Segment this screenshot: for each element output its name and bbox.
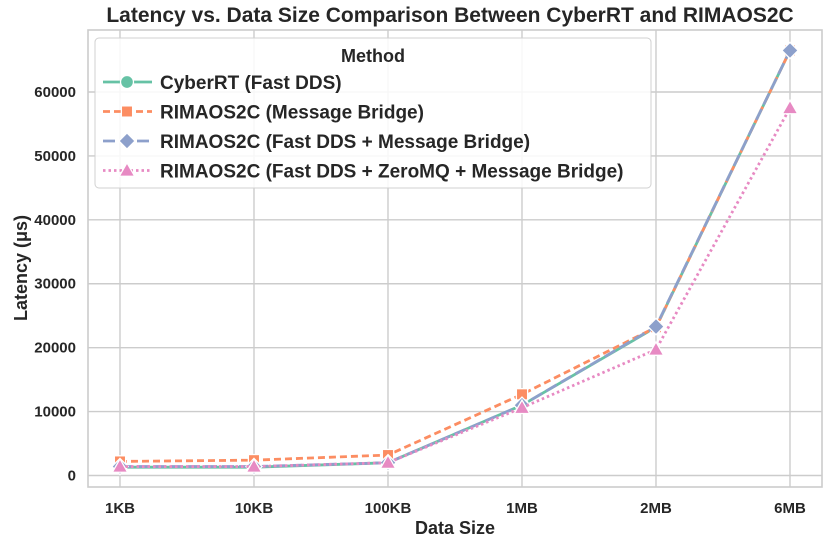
legend-label: RIMAOS2C (Message Bridge) — [160, 103, 424, 124]
legend: Method CyberRT (Fast DDS) RIMAOS2C (Messa… — [94, 37, 652, 189]
x-tick-label: 1MB — [506, 500, 538, 517]
legend-box — [94, 37, 652, 189]
data-point-triangle-marker — [111, 457, 129, 473]
series-line — [120, 107, 792, 468]
y-tick-label: 20000 — [34, 340, 76, 357]
y-tick-label: 60000 — [34, 84, 76, 101]
plot-frame — [87, 29, 823, 488]
data-point-square-marker — [120, 105, 134, 118]
legend-item: RIMAOS2C (Message Bridge) — [103, 103, 424, 124]
legend-item: RIMAOS2C (Fast DDS + ZeroMQ + Message Br… — [103, 162, 624, 183]
data-point-triangle-marker — [647, 340, 665, 356]
x-tick-label: 6MB — [774, 500, 806, 517]
legend-title: Method — [341, 46, 405, 66]
x-tick-label: 1KB — [105, 500, 135, 517]
y-tick-label: 10000 — [34, 404, 76, 421]
data-point-triangle-marker — [513, 398, 531, 415]
x-axis-label: Data Size — [415, 518, 495, 538]
legend-label: RIMAOS2C (Fast DDS + Message Bridge) — [160, 132, 530, 153]
legend-label: RIMAOS2C (Fast DDS + ZeroMQ + Message Br… — [160, 162, 624, 183]
legend-item: RIMAOS2C (Fast DDS + Message Bridge) — [103, 131, 530, 153]
legend-label: CyberRT (Fast DDS) — [160, 73, 342, 94]
data-point-diamond-marker — [117, 131, 137, 151]
y-axis-label: Latency (μs) — [11, 215, 31, 321]
y-tick-label: 30000 — [34, 276, 76, 293]
data-point-triangle-marker — [781, 99, 799, 115]
data-point-diamond-marker — [780, 41, 800, 60]
data-point-triangle-marker — [379, 453, 397, 470]
x-tick-label: 10KB — [235, 500, 274, 517]
series-layer — [110, 41, 800, 476]
legend-item: CyberRT (Fast DDS) — [103, 73, 342, 94]
y-tick-label: 40000 — [34, 212, 76, 229]
x-tick-label: 100KB — [365, 500, 412, 517]
data-point-diamond-marker — [646, 317, 666, 336]
x-tick-label: 2MB — [640, 500, 672, 517]
tick-labels: 1KB 10KB 100KB 1MB 2MB 6MB 0 10000 20000 30000 400… — [34, 84, 806, 517]
data-point-triangle-marker — [245, 457, 263, 473]
y-tick-label: 0 — [68, 467, 76, 484]
data-point-circle-marker — [119, 74, 135, 90]
chart-title: Latency vs. Data Size Comparison Between… — [106, 4, 793, 27]
series-4 — [111, 99, 799, 473]
data-point-triangle-marker — [118, 161, 136, 177]
y-tick-label: 50000 — [34, 148, 76, 165]
